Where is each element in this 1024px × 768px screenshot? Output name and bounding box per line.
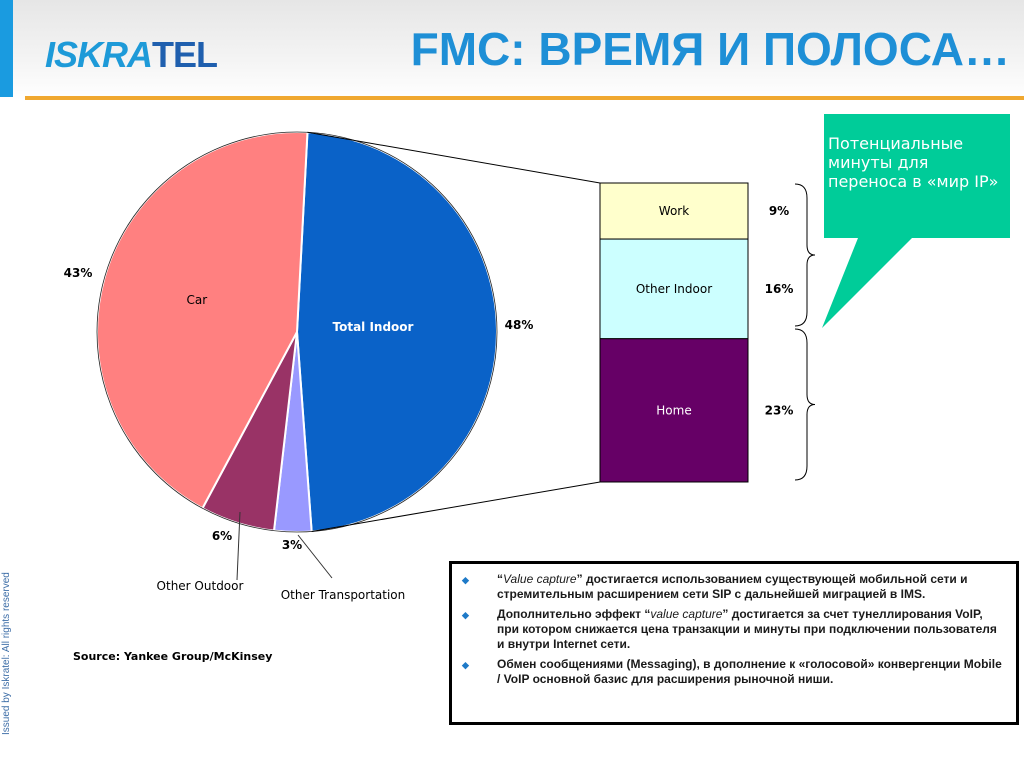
slice-label-other-outdoor: Other Outdoor xyxy=(157,579,244,593)
slice-label-car: Car xyxy=(186,293,207,307)
header-rule xyxy=(25,96,1024,100)
diamond-bullet-icon: ◆ xyxy=(462,610,469,620)
bar-value-other-indoor: 16% xyxy=(765,282,794,296)
callout-pointer xyxy=(822,238,912,328)
callout-box: Потенциальные минуты для переноса в «мир… xyxy=(824,114,1010,238)
left-accent-bar xyxy=(0,0,13,97)
pie-outline xyxy=(96,131,498,533)
note-emphasis: value capture xyxy=(650,607,723,621)
bar-segment-other-indoor xyxy=(599,238,749,340)
slide-title: FMC: ВРЕМЯ И ПОЛОСА… xyxy=(410,23,1010,75)
source-note: Source: Yankee Group/McKinsey xyxy=(73,650,273,663)
note-item: ◆ Дополнительно эффект “value capture” до… xyxy=(462,607,1006,652)
connector-line-top xyxy=(307,131,601,184)
slice-value-car: 43% xyxy=(64,266,93,280)
notes-box: ◆ “Value capture” достигается использован… xyxy=(449,561,1019,725)
note-quote-open: “ xyxy=(497,572,503,586)
diamond-bullet-icon: ◆ xyxy=(462,575,469,585)
bar-label-other-indoor: Other Indoor xyxy=(636,282,712,296)
bar-value-work: 9% xyxy=(769,204,789,218)
bar-value-home: 23% xyxy=(765,403,794,417)
bar-segment-home xyxy=(599,338,749,483)
leader-line-other-outdoor xyxy=(236,511,241,581)
bar-label-home: Home xyxy=(656,403,691,417)
bar-label-work: Work xyxy=(659,204,689,218)
note-item: ◆ “Value capture” достигается использован… xyxy=(462,572,1006,602)
logo-part-1: ISKRA xyxy=(45,34,153,75)
callout-text: Потенциальные минуты для переноса в «мир… xyxy=(828,134,999,191)
note-quote-close: ” xyxy=(576,572,586,586)
slice-label-total-indoor: Total Indoor xyxy=(333,320,414,334)
leader-line-other-transportation xyxy=(297,534,333,579)
bar-segment-work xyxy=(599,182,749,240)
brace-upper xyxy=(794,183,816,327)
note-text: Обмен сообщениями (Messaging), в дополне… xyxy=(497,657,1002,686)
iskratel-logo: ISKRATEL xyxy=(45,34,218,76)
slice-value-total-indoor: 48% xyxy=(505,318,534,332)
note-item: ◆ Обмен сообщениями (Messaging), в дополн… xyxy=(462,657,1006,687)
slice-value-other-transportation: 3% xyxy=(282,538,302,552)
header-band xyxy=(0,0,1024,100)
note-text: достигается использованием существующей … xyxy=(497,572,968,601)
brace-lower xyxy=(794,328,816,481)
logo-part-2: TEL xyxy=(152,34,218,75)
note-emphasis: Value capture xyxy=(503,572,577,586)
slice-label-other-transportation: Other Transportation xyxy=(281,588,406,602)
diamond-bullet-icon: ◆ xyxy=(462,660,469,670)
note-text: ” достигается за счет тунеллирования VoI… xyxy=(497,607,997,651)
note-text-pre: Дополнительно эффект “ xyxy=(497,607,651,621)
slice-value-other-outdoor: 6% xyxy=(212,529,232,543)
connector-line-bottom xyxy=(311,481,601,532)
